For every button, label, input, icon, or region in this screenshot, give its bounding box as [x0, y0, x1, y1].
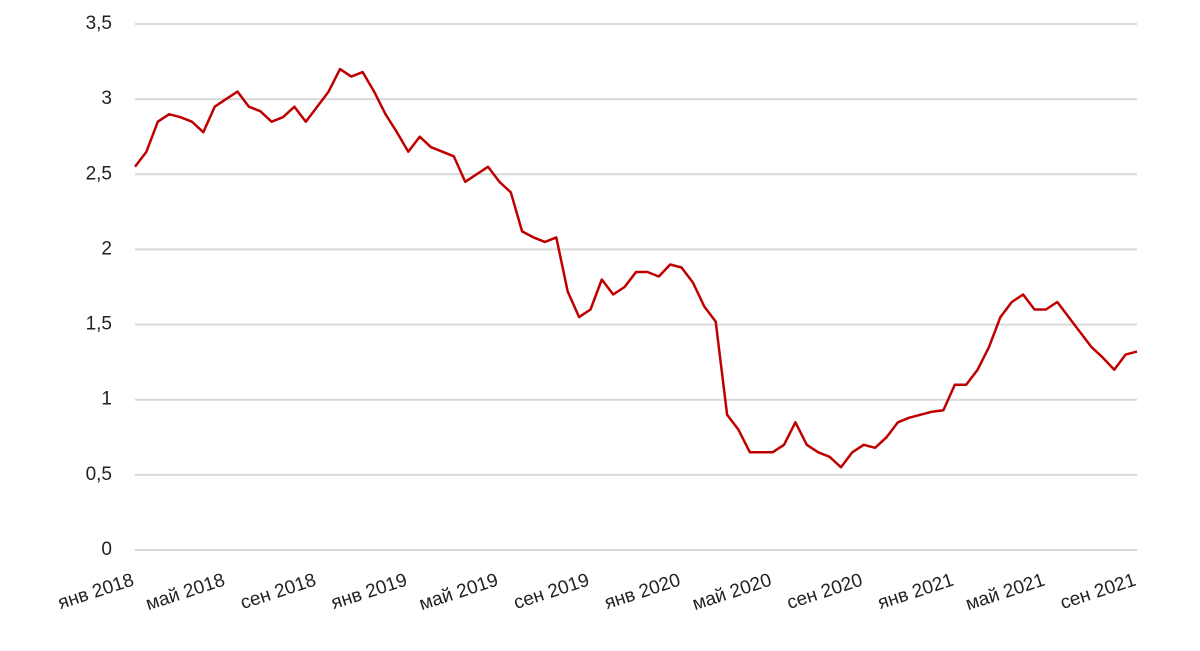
x-tick-label: сен 2020 [784, 570, 865, 614]
x-tick-label: янв 2020 [602, 570, 683, 614]
y-tick-label: 1,5 [86, 314, 112, 335]
x-tick-label: янв 2019 [329, 570, 410, 614]
x-tick-label: янв 2021 [875, 570, 956, 614]
y-tick-label: 0 [101, 539, 112, 560]
x-tick-label: сен 2019 [511, 570, 592, 614]
x-tick-label: сен 2018 [238, 570, 319, 614]
y-tick-label: 2 [101, 238, 112, 259]
y-tick-label: 3 [101, 88, 112, 109]
x-tick-label: май 2018 [143, 570, 227, 615]
x-tick-label: май 2019 [417, 570, 501, 615]
x-tick-label: май 2021 [963, 570, 1047, 615]
y-tick-label: 3,5 [86, 13, 112, 34]
x-tick-label: янв 2018 [55, 570, 136, 614]
data-line [134, 67, 1138, 469]
y-tick-label: 2,5 [86, 163, 112, 184]
y-tick-label: 0,5 [86, 464, 112, 485]
x-tick-label: май 2020 [690, 570, 774, 615]
x-tick-label: сен 2021 [1058, 570, 1139, 614]
y-tick-label: 1 [101, 389, 112, 410]
